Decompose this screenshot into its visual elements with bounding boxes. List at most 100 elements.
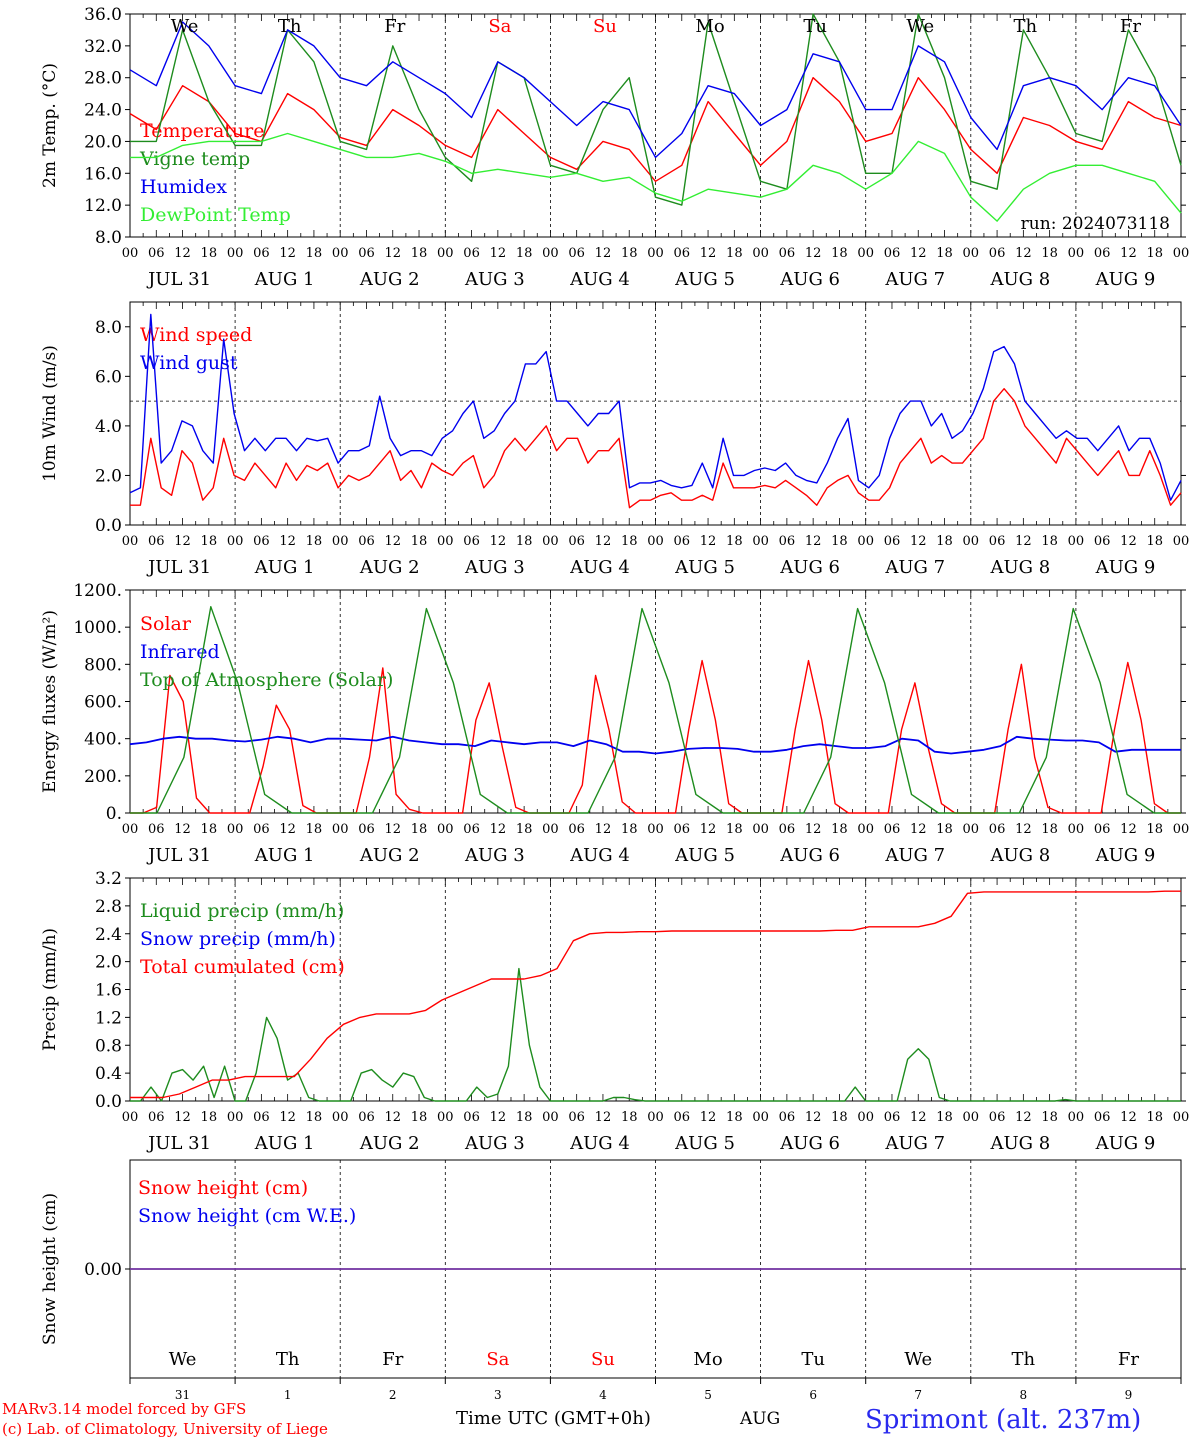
hour-label: 00	[857, 534, 874, 549]
hour-label: 00	[1173, 822, 1190, 837]
weekday-label: Sa	[486, 1349, 509, 1370]
hour-label: 18	[621, 246, 638, 261]
legend-label: Top of Atmosphere (Solar)	[140, 669, 393, 691]
hour-label: 12	[279, 534, 296, 549]
hour-label: 00	[332, 534, 349, 549]
legend-label: Total cumulated (cm)	[140, 956, 345, 978]
date-label: AUG 2	[359, 1133, 420, 1154]
legend-label: Infrared	[140, 641, 220, 663]
date-label: AUG 8	[989, 1133, 1050, 1154]
legend-label: Vigne temp	[139, 148, 250, 170]
y-tick-label: 1200.	[73, 581, 122, 601]
hour-label: 00	[332, 822, 349, 837]
hour-label: 00	[1173, 534, 1190, 549]
hour-label: 00	[857, 1110, 874, 1125]
chart-panel-3: 0. 200. 400. 600. 800. 1000. 1200. Energy fluxe…	[40, 581, 1189, 866]
run-label: run: 2024073118	[1021, 214, 1170, 234]
hour-label: 00	[752, 246, 769, 261]
series-line	[130, 967, 1181, 1102]
hour-label: 06	[1094, 246, 1111, 261]
hour-label: 06	[463, 822, 480, 837]
date-label: JUL 31	[146, 845, 211, 866]
hour-label: 06	[779, 246, 796, 261]
date-label: AUG 4	[569, 269, 630, 290]
date-label: AUG 3	[464, 269, 525, 290]
legend-label: Solar	[140, 613, 192, 635]
hour-label: 18	[1146, 822, 1163, 837]
y-tick-label: 600.	[84, 693, 122, 713]
date-label: AUG 4	[569, 1133, 630, 1154]
month-label: AUG	[739, 1409, 780, 1429]
hour-label: 06	[1094, 822, 1111, 837]
hour-label: 12	[1015, 822, 1032, 837]
y-axis-title: Precip (mm/h)	[40, 928, 60, 1051]
hour-label: 00	[647, 246, 664, 261]
hour-label: 12	[700, 1110, 717, 1125]
hour-label: 18	[621, 534, 638, 549]
hour-label: 06	[779, 534, 796, 549]
y-axis-title: 10m Wind (m/s)	[40, 345, 60, 482]
date-label: AUG 5	[674, 1133, 735, 1154]
day-number: 1	[284, 1388, 292, 1402]
hour-label: 18	[726, 246, 743, 261]
hour-label: 18	[621, 822, 638, 837]
legend-label: Liquid precip (mm/h)	[140, 900, 344, 922]
hour-label: 18	[1041, 534, 1058, 549]
hour-label: 06	[674, 822, 691, 837]
y-tick-label: 32.0	[84, 37, 122, 57]
date-label: AUG 2	[359, 269, 420, 290]
weekday-label: Mo	[695, 16, 724, 37]
hour-label: 06	[253, 1110, 270, 1125]
weekday-label: Fr	[382, 1349, 403, 1370]
hour-label: 12	[700, 246, 717, 261]
date-label: AUG 5	[674, 845, 735, 866]
legend-label: Wind gust	[140, 352, 238, 374]
date-label: AUG 6	[779, 269, 840, 290]
weekday-label: Tu	[803, 16, 827, 37]
hour-label: 06	[463, 534, 480, 549]
y-tick-label: 200.	[84, 767, 122, 787]
hour-label: 12	[910, 822, 927, 837]
y-tick-label: 24.0	[84, 101, 122, 121]
hour-label: 18	[936, 246, 953, 261]
hour-label: 00	[542, 534, 559, 549]
hour-label: 18	[936, 534, 953, 549]
hour-label: 06	[568, 534, 585, 549]
y-tick-label: 0.	[106, 804, 122, 824]
legend-label: Wind speed	[140, 324, 252, 346]
hour-label: 06	[674, 1110, 691, 1125]
date-label: AUG 9	[1095, 845, 1156, 866]
weekday-label: Fr	[1118, 1349, 1139, 1370]
hour-label: 18	[726, 1110, 743, 1125]
y-tick-label: 3.2	[95, 869, 122, 889]
y-axis-title: Energy fluxes (W/m²)	[40, 610, 60, 793]
hour-label: 00	[647, 822, 664, 837]
hour-label: 18	[306, 822, 323, 837]
hour-label: 12	[384, 822, 401, 837]
y-tick-label: 20.0	[84, 132, 122, 152]
weekday-label: We	[906, 16, 934, 37]
legend-label: Snow height (cm)	[138, 1177, 308, 1199]
hour-label: 12	[910, 246, 927, 261]
chart-panel-4: 0.0 0.4 0.8 1.2 1.6 2.0 2.4 2.8 3.2 Precip (mm/h)…	[40, 869, 1189, 1154]
hour-label: 12	[700, 822, 717, 837]
hour-label: 12	[279, 1110, 296, 1125]
y-tick-label: 28.0	[84, 69, 122, 89]
y-tick-label: 1.6	[95, 981, 122, 1001]
hour-label: 18	[1041, 1110, 1058, 1125]
hour-label: 06	[989, 1110, 1006, 1125]
hour-label: 06	[674, 534, 691, 549]
hour-label: 06	[463, 1110, 480, 1125]
hour-label: 06	[989, 822, 1006, 837]
weekday-label: Th	[1014, 16, 1038, 37]
y-tick-label: 16.0	[84, 164, 122, 184]
y-tick-label: 1000.	[73, 618, 122, 638]
hour-label: 00	[1068, 822, 1085, 837]
hour-label: 12	[700, 534, 717, 549]
hour-label: 06	[568, 822, 585, 837]
date-label: AUG 5	[674, 269, 735, 290]
date-label: JUL 31	[146, 557, 211, 578]
date-label: AUG 3	[464, 557, 525, 578]
hour-label: 12	[910, 1110, 927, 1125]
